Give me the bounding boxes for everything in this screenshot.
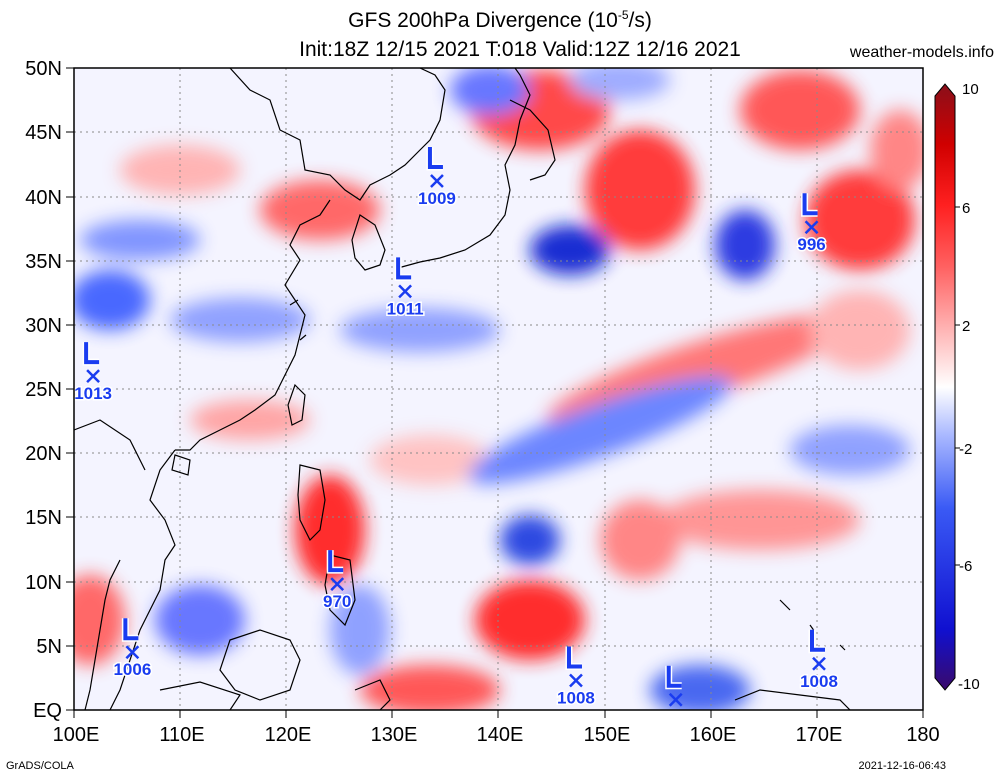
lon-label: 170E: [796, 724, 843, 746]
low-pressure-label: 1006: [113, 660, 151, 679]
site-label: weather-models.info: [849, 44, 994, 61]
low-marker: 1009: [417, 146, 457, 209]
low-marker: 1008: [655, 665, 696, 727]
low-center-cross: [330, 577, 345, 592]
lon-label: 160E: [690, 724, 737, 746]
colorbar-label: 2: [962, 318, 970, 335]
colorbar-label: 10: [962, 81, 979, 98]
lat-label: 10N: [25, 572, 62, 594]
low-letter: [84, 342, 100, 365]
low-center-cross: [430, 174, 444, 188]
low-center-cross: [569, 673, 583, 688]
low-letter: [666, 665, 682, 688]
lon-label: 140E: [477, 724, 524, 746]
title-unit: /s): [628, 9, 652, 32]
low-pressure-label: 1008: [657, 708, 695, 727]
colorbar-label: 6: [962, 200, 970, 217]
lon-label: 180: [906, 724, 939, 746]
lat-label: 50N: [25, 58, 62, 80]
low-letter: [427, 146, 443, 169]
low-marker: 1011: [385, 257, 425, 320]
lon-labels: 100E 110E 120E 130E 140E 150E 160E 170E …: [53, 724, 940, 746]
low-marker: 970: [322, 550, 353, 613]
colorbar-label: -2: [959, 441, 972, 458]
colorbar-label: -6: [959, 558, 972, 575]
lat-label: 40N: [25, 187, 62, 209]
lon-label: 150E: [584, 724, 631, 746]
lat-label: 45N: [25, 122, 62, 144]
low-pressure-label: 1013: [74, 384, 112, 403]
tick-marks: [66, 67, 924, 718]
lat-label: 35N: [25, 251, 62, 273]
lat-label: 30N: [25, 315, 62, 337]
low-pressure-label: 1009: [418, 189, 456, 208]
low-letter: [566, 646, 582, 669]
grid-lines: [74, 68, 923, 710]
low-center-cross: [86, 369, 100, 384]
colorbar-bar: [934, 83, 956, 691]
colorbar-label: -10: [958, 676, 980, 693]
init-text: Init:18Z 12/15 2021 T:018 Valid:12Z 12/1…: [299, 38, 741, 61]
low-center-cross: [398, 284, 412, 299]
title-text: GFS 200hPa Divergence (10: [348, 9, 618, 32]
low-marker: 1006: [112, 618, 153, 681]
colorbar: 10 6 2 -2 -6 -10: [934, 81, 980, 693]
divergence-field: 1009 1011 1013 996 970 1006 1008 1008 1008: [74, 68, 923, 727]
low-marker: 1013: [74, 342, 114, 405]
low-letter: [809, 629, 825, 652]
low-pressure-label: 1008: [800, 672, 838, 691]
low-pressure-markers: 1009 1011 1013 996 970 1006 1008 1008 1008: [74, 146, 839, 727]
coastlines: [74, 68, 851, 710]
low-letter: [396, 257, 412, 280]
lat-label: 20N: [25, 443, 62, 465]
low-center-cross: [125, 645, 140, 660]
low-center-cross: [804, 220, 819, 235]
low-letter: [802, 193, 818, 216]
lon-label: 130E: [371, 724, 418, 746]
title-superscript: -5: [617, 8, 629, 22]
low-marker: 1008: [799, 629, 839, 692]
lat-labels: 50N 45N 40N 35N 30N 25N 20N 15N 10N 5N E…: [25, 58, 62, 722]
init-line: Init:18Z 12/15 2021 T:018 Valid:12Z 12/1…: [0, 38, 1000, 62]
low-pressure-label: 970: [323, 592, 351, 611]
lon-label: 110E: [159, 724, 204, 746]
footer-right: 2021-12-16-06:43: [858, 760, 946, 772]
footer-left: GrADS/COLA: [6, 760, 74, 772]
low-letter: [123, 618, 139, 641]
lon-label: 100E: [53, 724, 100, 746]
low-center-cross: [668, 692, 683, 707]
low-center-cross: [812, 656, 826, 671]
lat-label: 25N: [25, 379, 62, 401]
low-pressure-label: 1008: [557, 688, 595, 707]
low-pressure-label: 1011: [387, 299, 424, 318]
lat-label: 15N: [25, 507, 62, 529]
low-marker: 996: [796, 193, 827, 256]
chart-title: GFS 200hPa Divergence (10-5/s): [0, 8, 1000, 33]
low-pressure-label: 996: [797, 235, 825, 254]
low-letter: [328, 550, 344, 573]
lat-label: 5N: [36, 636, 62, 658]
lat-label: EQ: [33, 700, 62, 722]
lon-label: 120E: [265, 724, 312, 746]
low-marker: 1008: [556, 646, 596, 709]
